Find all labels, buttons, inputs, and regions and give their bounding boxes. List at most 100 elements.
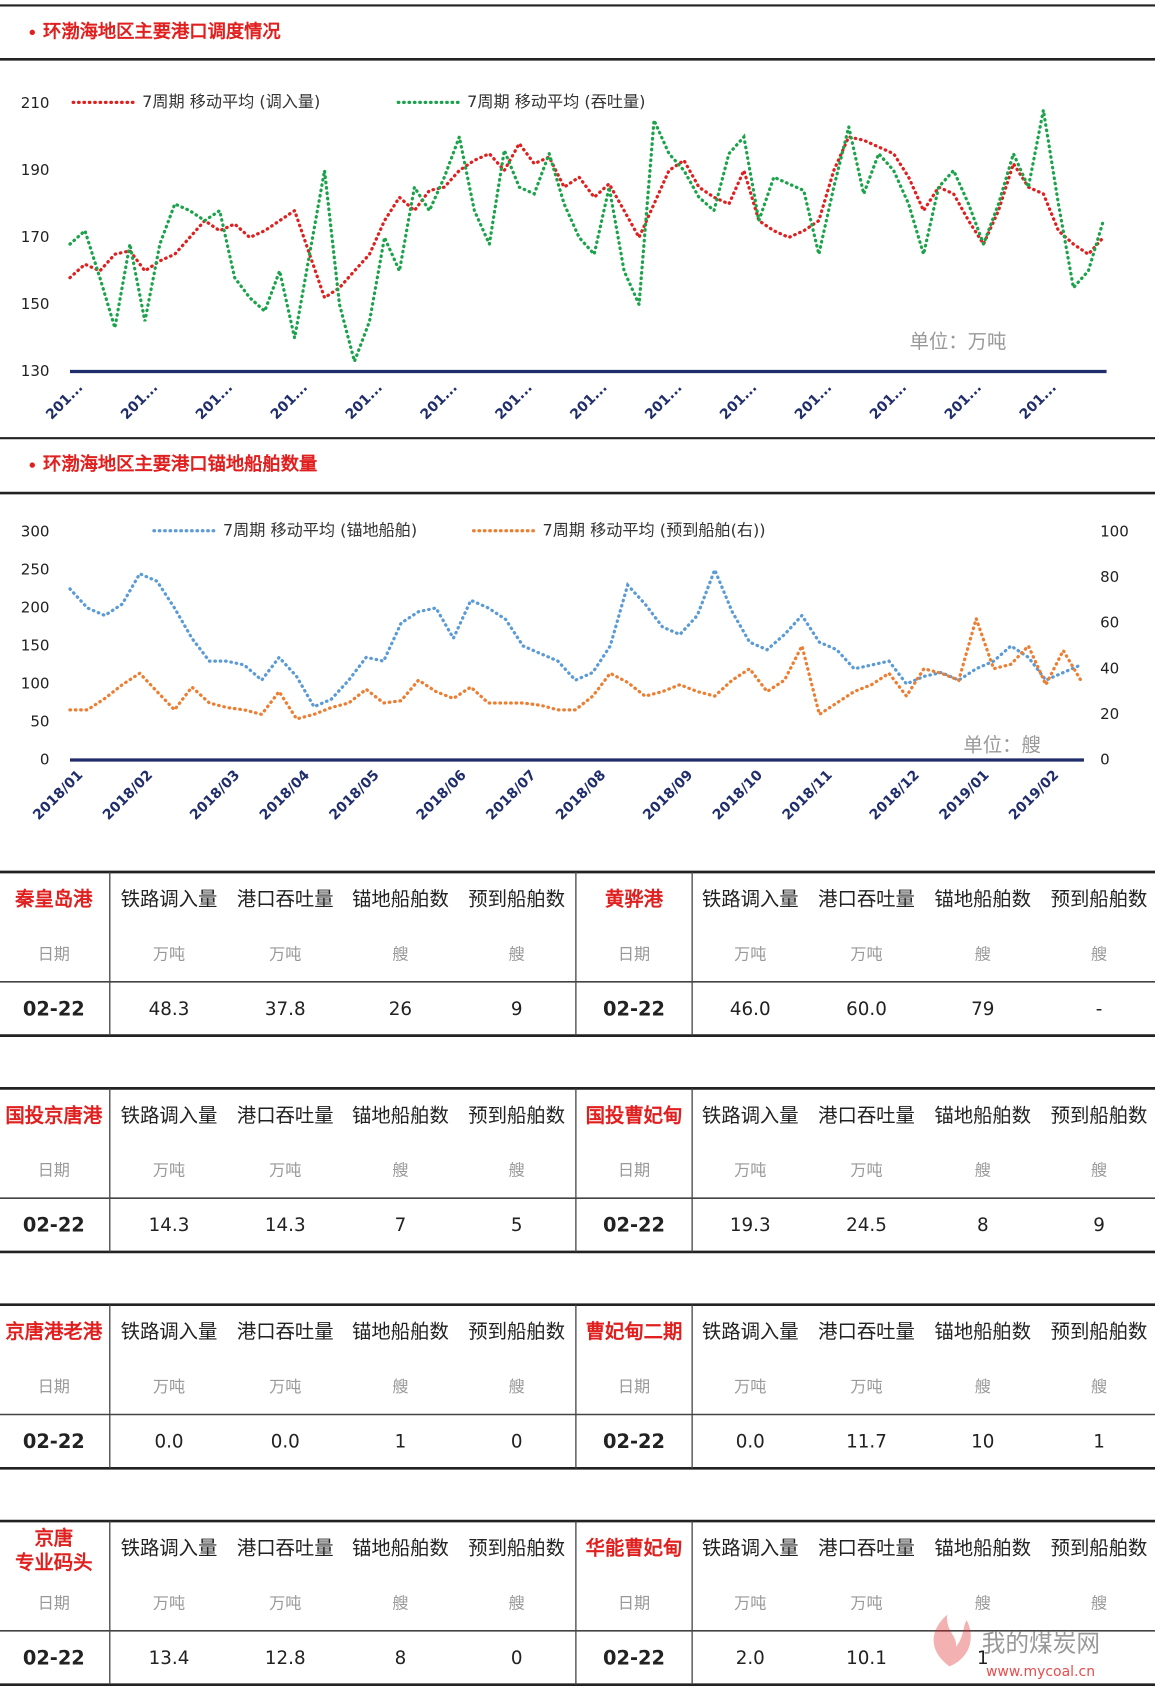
x-tick-label: 2018/04 [257, 767, 313, 823]
date-cell: 02-22 [603, 997, 665, 1020]
unit-label: 万吨 [734, 944, 766, 963]
legend-label: 7周期 移动平均 (调入量) [142, 92, 320, 111]
x-tick-label: 201... [642, 380, 685, 423]
unit-label: 日期 [38, 944, 70, 963]
unit-label: 万吨 [153, 944, 185, 963]
column-header: 铁路调入量 [702, 887, 799, 910]
x-tick-label: 2018/07 [483, 767, 539, 823]
unit-label: 艘 [392, 944, 408, 963]
watermark-logo [933, 1614, 971, 1667]
unit-label: 万吨 [850, 944, 882, 963]
unit-label: 万吨 [850, 1593, 882, 1612]
unit-label: 艘 [1091, 1593, 1107, 1612]
y-tick-label: 50 [30, 713, 49, 731]
x-tick-label: 201... [43, 380, 86, 423]
unit-label: 日期 [38, 1161, 70, 1180]
value-cell: 7 [395, 1215, 407, 1236]
y-tick-label: 190 [21, 161, 50, 179]
unit-label: 艘 [509, 944, 525, 963]
x-tick-label: 201... [418, 380, 461, 423]
x-tick-label: 2018/08 [553, 767, 609, 823]
unit-label: 万吨 [269, 1593, 301, 1612]
column-header: 预到船舶数 [468, 1320, 565, 1343]
date-cell: 02-22 [23, 1430, 85, 1453]
date-cell: 02-22 [603, 1214, 665, 1237]
unit-label: 万吨 [153, 1377, 185, 1396]
column-header: 锚地船舶数 [934, 1104, 1031, 1127]
port-name: 黄骅港 [605, 887, 664, 910]
column-header: 预到船舶数 [1051, 1537, 1148, 1560]
column-header: 锚地船舶数 [352, 1104, 449, 1127]
x-tick-label: 2018/10 [710, 767, 766, 823]
column-header: 港口吞吐量 [818, 1537, 915, 1560]
chart-title: 环渤海地区主要港口锚地船舶数量 [43, 453, 317, 475]
chart-title: 环渤海地区主要港口调度情况 [43, 20, 281, 42]
unit-label: 万吨 [734, 1377, 766, 1396]
series-line [68, 613, 1083, 721]
value-cell: 0.0 [154, 1431, 183, 1452]
x-tick-label: 2018/01 [30, 767, 86, 823]
value-cell: 11.7 [846, 1431, 887, 1452]
column-header: 铁路调入量 [702, 1104, 799, 1127]
x-tick-label: 2018/12 [867, 767, 923, 823]
value-cell: 1 [977, 1648, 989, 1669]
series-line [68, 109, 1105, 367]
port-name: 京唐港老港 [5, 1320, 102, 1343]
unit-label: 日期 [618, 1593, 650, 1612]
unit-label: 万吨 [850, 1161, 882, 1180]
x-tick-label: 2019/02 [1006, 767, 1062, 823]
value-cell: 0 [511, 1648, 523, 1669]
y-tick-label: 130 [21, 362, 50, 380]
bullet [29, 29, 35, 36]
x-tick-label: 201... [118, 380, 161, 423]
y-tick-label: 0 [40, 751, 50, 769]
column-header: 港口吞吐量 [818, 887, 915, 910]
value-cell: 26 [389, 999, 412, 1020]
value-cell: 13.4 [149, 1648, 190, 1669]
y2-tick-label: 0 [1100, 751, 1110, 769]
x-tick-label: 2019/01 [936, 767, 992, 823]
y2-tick-label: 40 [1100, 659, 1119, 677]
column-header: 港口吞吐量 [818, 1320, 915, 1343]
x-tick-label: 201... [1017, 380, 1060, 423]
value-cell: 24.5 [846, 1215, 887, 1236]
x-tick-label: 2018/06 [414, 767, 470, 823]
annotation: 单位：万吨 [910, 330, 1007, 353]
column-header: 港口吞吐量 [237, 1320, 334, 1343]
column-header: 预到船舶数 [468, 1104, 565, 1127]
column-header: 锚地船舶数 [934, 1537, 1031, 1560]
x-tick-label: 2018/03 [187, 767, 243, 823]
unit-label: 万吨 [269, 1377, 301, 1396]
unit-label: 万吨 [269, 1161, 301, 1180]
unit-label: 艘 [1091, 1161, 1107, 1180]
y2-tick-label: 80 [1100, 568, 1119, 586]
value-cell: 9 [1093, 1215, 1105, 1236]
watermark-url: www.mycoal.cn [986, 1664, 1095, 1680]
column-header: 港口吞吐量 [237, 1537, 334, 1560]
x-tick-label: 2018/11 [780, 767, 836, 823]
y-tick-label: 250 [21, 560, 50, 578]
value-cell: 10 [971, 1431, 994, 1452]
unit-label: 艘 [509, 1377, 525, 1396]
unit-label: 日期 [38, 1377, 70, 1396]
value-cell: 0.0 [736, 1431, 765, 1452]
x-tick-label: 201... [492, 380, 535, 423]
unit-label: 日期 [618, 1161, 650, 1180]
port-name: 华能曹妃甸 [586, 1537, 683, 1560]
unit-label: 艘 [1091, 944, 1107, 963]
column-header: 港口吞吐量 [237, 887, 334, 910]
legend-label: 7周期 移动平均 (预到船舶(右)) [543, 520, 766, 539]
x-tick-label: 201... [942, 380, 985, 423]
value-cell: 8 [395, 1648, 407, 1669]
column-header: 港口吞吐量 [818, 1104, 915, 1127]
column-header: 预到船舶数 [1051, 1320, 1148, 1343]
port-name: 秦皇岛港 [14, 887, 93, 910]
value-cell: 79 [971, 999, 994, 1020]
unit-label: 艘 [975, 1377, 991, 1396]
value-cell: 10.1 [846, 1648, 887, 1669]
unit-label: 万吨 [734, 1161, 766, 1180]
column-header: 铁路调入量 [121, 1320, 218, 1343]
y2-tick-label: 100 [1100, 522, 1129, 540]
value-cell: 0 [511, 1431, 523, 1452]
